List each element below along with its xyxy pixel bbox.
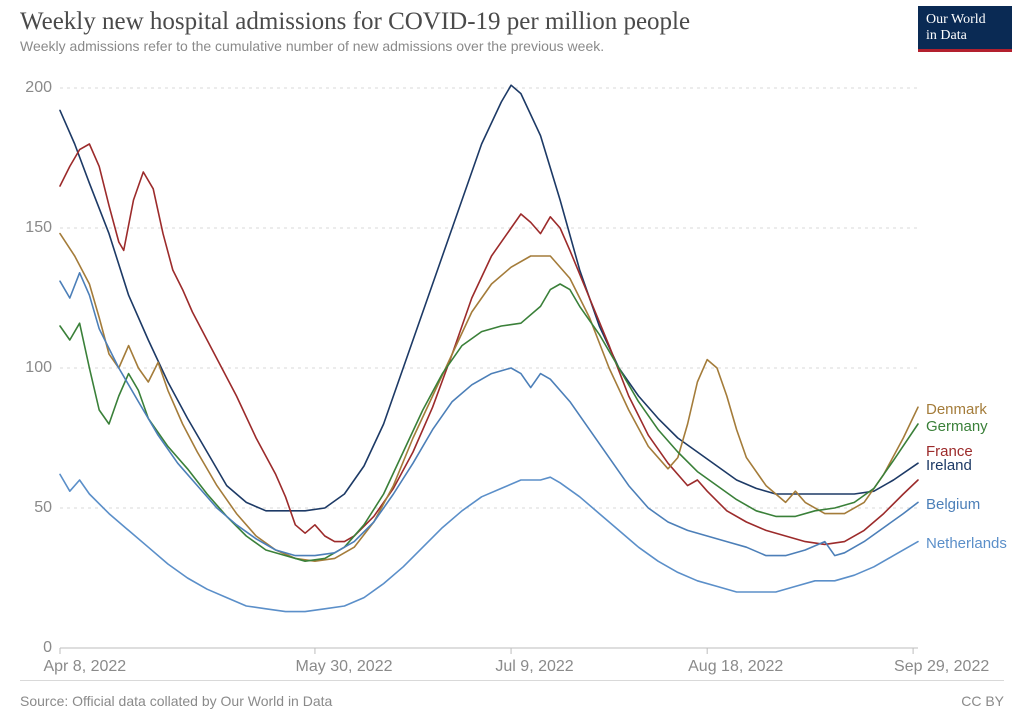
series-line-netherlands	[60, 474, 918, 611]
source-text: Source: Official data collated by Our Wo…	[20, 693, 332, 709]
series-line-ireland	[60, 85, 918, 511]
chart-title: Weekly new hospital admissions for COVID…	[20, 8, 904, 36]
y-tick-label: 200	[12, 79, 52, 97]
y-tick-label: 150	[12, 219, 52, 237]
series-line-belgium	[60, 273, 918, 556]
footer-divider	[20, 680, 1004, 681]
x-tick-label: Apr 8, 2022	[43, 658, 126, 676]
logo-line-2: in Data	[926, 28, 1004, 44]
y-tick-label: 0	[12, 639, 52, 657]
x-tick-label: Jul 9, 2022	[495, 658, 573, 676]
series-label-germany: Germany	[926, 418, 988, 435]
chart-svg	[60, 88, 918, 648]
series-line-denmark	[60, 234, 918, 562]
license-text: CC BY	[961, 693, 1004, 709]
y-tick-label: 100	[12, 359, 52, 377]
chart-subtitle: Weekly admissions refer to the cumulativ…	[20, 38, 904, 54]
series-line-france	[60, 144, 918, 544]
logo-line-1: Our World	[926, 12, 1004, 28]
x-tick-label: May 30, 2022	[296, 658, 393, 676]
series-line-germany	[60, 284, 918, 561]
chart-root: Weekly new hospital admissions for COVID…	[0, 0, 1024, 723]
chart-header: Weekly new hospital admissions for COVID…	[20, 8, 904, 54]
series-label-denmark: Denmark	[926, 401, 987, 418]
series-label-belgium: Belgium	[926, 496, 980, 513]
x-tick-label: Sep 29, 2022	[894, 658, 989, 676]
series-label-netherlands: Netherlands	[926, 535, 1007, 552]
y-tick-label: 50	[12, 499, 52, 517]
series-label-ireland: Ireland	[926, 457, 972, 474]
x-tick-label: Aug 18, 2022	[688, 658, 783, 676]
owid-logo: Our World in Data	[918, 6, 1012, 52]
plot-area: 050100150200Apr 8, 2022May 30, 2022Jul 9…	[60, 88, 918, 648]
